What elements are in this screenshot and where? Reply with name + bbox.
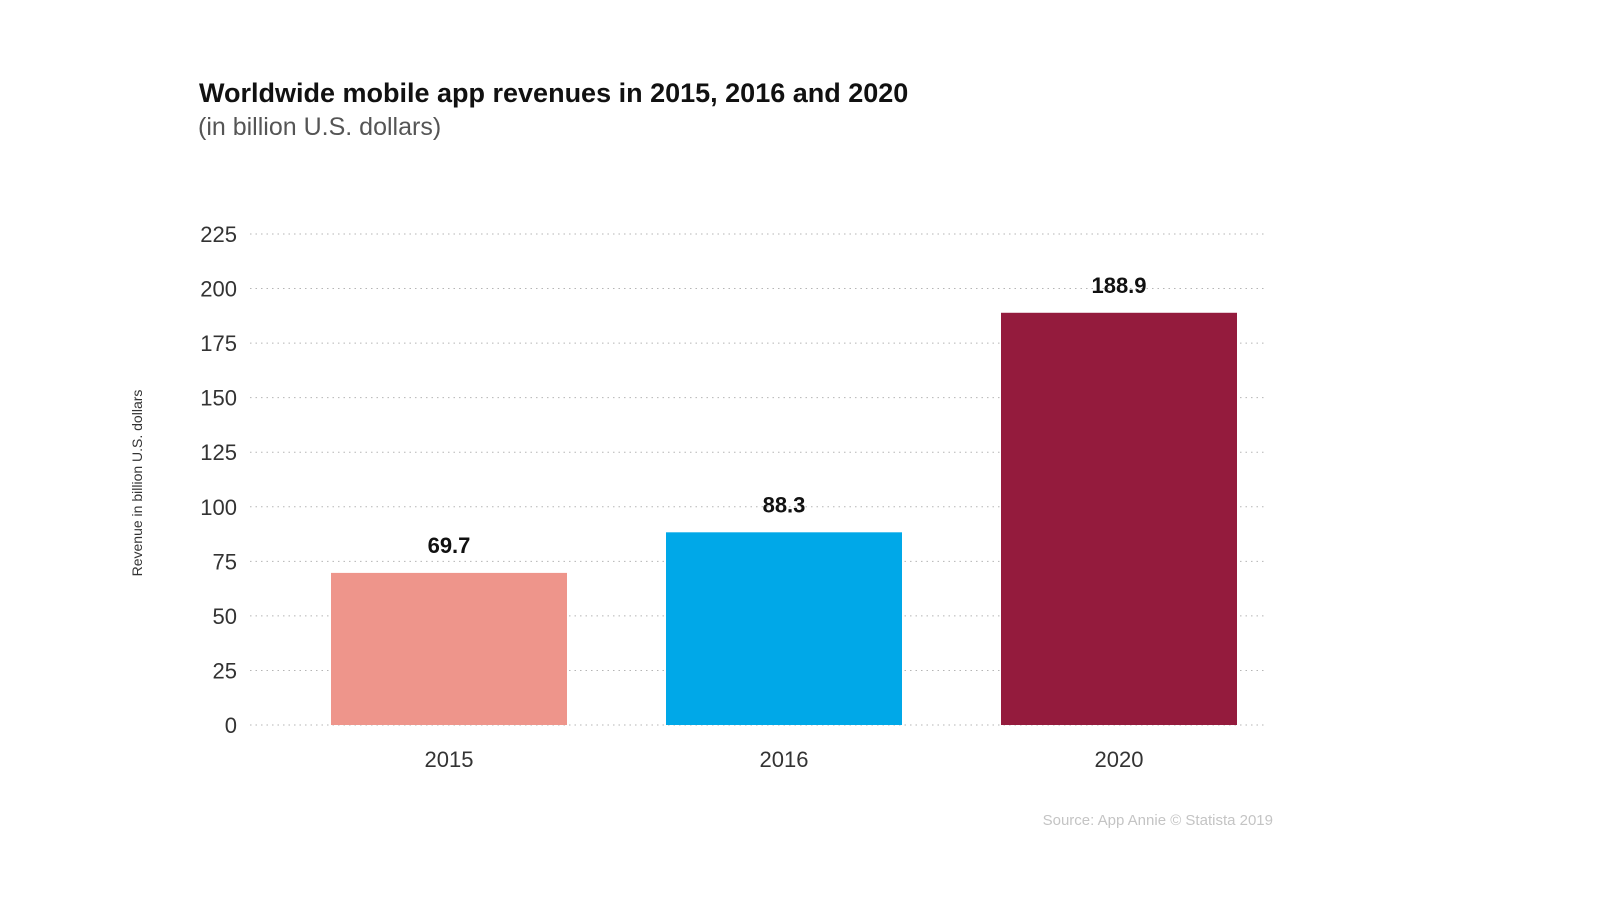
y-tick-label: 75: [213, 549, 237, 574]
y-tick-label: 100: [200, 495, 237, 520]
y-tick-label: 0: [225, 713, 237, 738]
y-axis-ticks: 0 25 50 75 100 125 150 175 200 225: [200, 222, 237, 738]
y-axis-title: Revenue in billion U.S. dollars: [129, 390, 145, 577]
chart-subtitle: (in billion U.S. dollars): [198, 113, 442, 141]
y-tick-label: 200: [200, 277, 237, 302]
y-tick-label: 225: [200, 222, 237, 247]
value-label: 188.9: [1091, 273, 1146, 298]
y-tick-label: 175: [200, 331, 237, 356]
y-tick-label: 150: [200, 386, 237, 411]
x-tick-label: 2020: [1095, 747, 1144, 772]
source-note: Source: App Annie © Statista 2019: [1042, 812, 1273, 829]
bar-2016: [666, 532, 902, 725]
y-tick-label: 125: [200, 440, 237, 465]
x-axis-ticks: 2015 2016 2020: [425, 747, 1144, 772]
y-tick-label: 25: [213, 658, 237, 683]
chart-title: Worldwide mobile app revenues in 2015, 2…: [199, 78, 909, 108]
bars: [331, 312, 1237, 725]
x-tick-label: 2016: [760, 747, 809, 772]
value-label: 69.7: [428, 533, 471, 558]
value-labels: 69.7 88.3 188.9: [428, 273, 1147, 558]
y-tick-label: 50: [213, 604, 237, 629]
x-tick-label: 2015: [425, 747, 474, 772]
bar-2015: [331, 572, 567, 725]
bar-2020: [1001, 312, 1237, 725]
value-label: 88.3: [763, 492, 806, 517]
